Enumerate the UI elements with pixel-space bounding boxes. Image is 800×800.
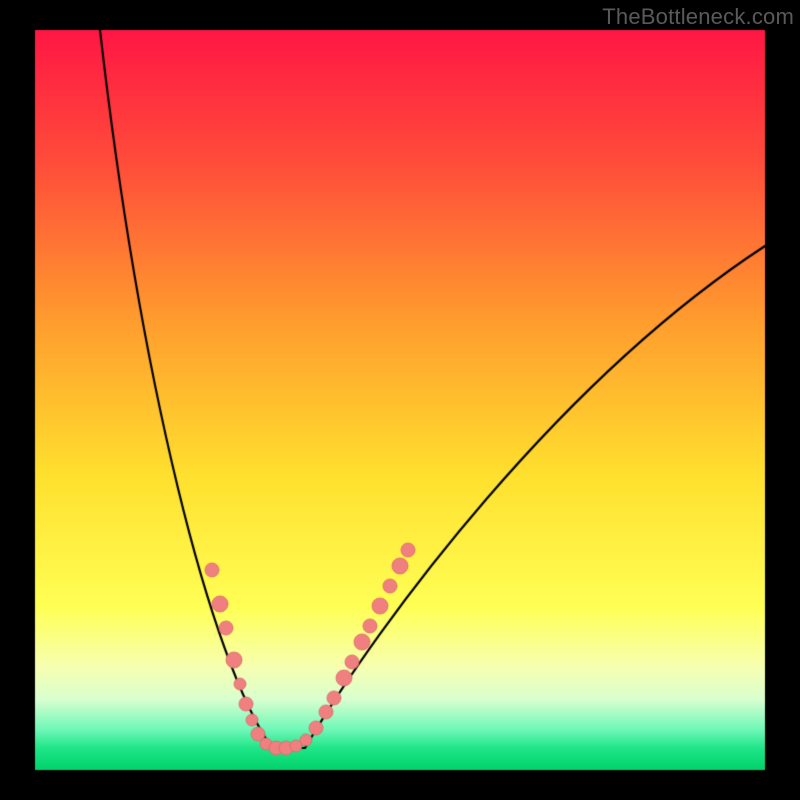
bottleneck-chart-canvas	[0, 0, 800, 800]
watermark-label: TheBottleneck.com	[602, 4, 794, 30]
chart-container: TheBottleneck.com	[0, 0, 800, 800]
